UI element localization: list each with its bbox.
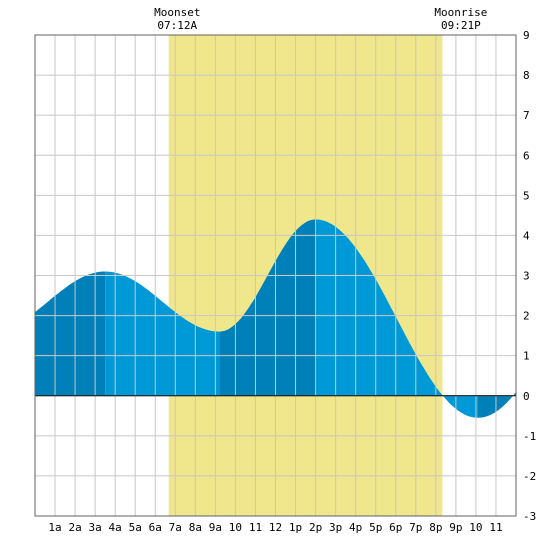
x-tick-label: 3a — [89, 521, 102, 534]
tide-segment-0 — [35, 271, 106, 396]
y-tick-label: 8 — [523, 69, 530, 82]
y-tick-label: -2 — [523, 470, 536, 483]
x-tick-label: 8a — [189, 521, 202, 534]
y-tick-label: 0 — [523, 390, 530, 403]
y-tick-label: -1 — [523, 430, 536, 443]
x-tick-label: 1p — [289, 521, 302, 534]
x-tick-label: 4a — [109, 521, 122, 534]
annotation-time: 07:12A — [157, 19, 197, 32]
annotation-time: 09:21P — [441, 19, 481, 32]
y-tick-label: 1 — [523, 350, 530, 363]
y-tick-label: 5 — [523, 189, 530, 202]
x-tick-label: 9p — [449, 521, 462, 534]
y-tick-label: 7 — [523, 109, 530, 122]
tide-segment-4 — [477, 392, 516, 418]
y-tick-label: 3 — [523, 270, 530, 283]
x-tick-label: 11 — [249, 521, 262, 534]
x-tick-label: 5p — [369, 521, 382, 534]
tide-segment-1 — [105, 271, 220, 396]
x-tick-label: 10 — [469, 521, 482, 534]
annotation-label: Moonrise — [434, 6, 487, 19]
x-tick-label: 4p — [349, 521, 362, 534]
x-tick-label: 11 — [489, 521, 502, 534]
x-tick-label: 1a — [48, 521, 61, 534]
x-tick-label: 2p — [309, 521, 322, 534]
x-tick-label: 2a — [68, 521, 81, 534]
annotation-label: Moonset — [154, 6, 200, 19]
x-tick-label: 7a — [169, 521, 182, 534]
tide-segment-3 — [315, 219, 478, 418]
x-tick-label: 9a — [209, 521, 222, 534]
y-tick-label: -3 — [523, 510, 536, 523]
x-tick-label: 7p — [409, 521, 422, 534]
x-tick-label: 10 — [229, 521, 242, 534]
y-tick-label: 6 — [523, 149, 530, 162]
plot-frame — [34, 34, 517, 517]
tide-segment-2 — [219, 219, 316, 396]
x-tick-label: 8p — [429, 521, 442, 534]
y-tick-label: 4 — [523, 229, 530, 242]
x-tick-label: 12 — [269, 521, 282, 534]
x-tick-label: 6p — [389, 521, 402, 534]
x-tick-label: 5a — [129, 521, 142, 534]
y-tick-label: 9 — [523, 29, 530, 42]
y-tick-label: 2 — [523, 310, 530, 323]
x-tick-label: 6a — [149, 521, 162, 534]
x-tick-label: 3p — [329, 521, 342, 534]
